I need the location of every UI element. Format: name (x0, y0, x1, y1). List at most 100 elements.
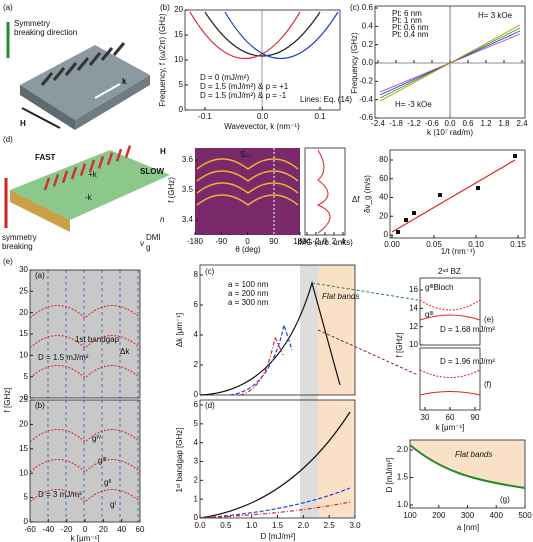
x-tick-label: 400 (490, 511, 504, 520)
point (476, 186, 480, 190)
band (196, 158, 299, 170)
gray-band (300, 265, 318, 518)
x-tick-label: 60 (136, 525, 145, 534)
curve (199, 411, 351, 519)
band-label: gᴵ (110, 500, 116, 509)
y-tick-label: 10 (19, 468, 28, 477)
panel-label: (e) (3, 257, 13, 266)
y-tick-label: 1.5 (397, 473, 409, 482)
text: Δk (120, 347, 130, 356)
panel-label: (d) (205, 401, 215, 410)
x-tick-label: 2 (332, 237, 337, 246)
x-tick-label: 90 (471, 413, 480, 422)
y-tick-label: 5 (179, 80, 184, 89)
y-tick-label: 0 (194, 390, 199, 399)
y-tick-label: 2.0 (397, 445, 409, 454)
y-tick-label: 25 (19, 395, 28, 404)
curve (409, 444, 526, 489)
slab-front (75, 75, 150, 130)
curve (316, 149, 331, 234)
spin-arrow (52, 67, 66, 81)
axis-label: f (GHz) (167, 177, 176, 203)
y-tick-label: -0.2 (359, 76, 373, 85)
y-tick-label: 3.5 (182, 185, 194, 194)
legend-entry: D = 0 (mJ/m²) (200, 73, 249, 82)
y-tick-label: 80 (379, 155, 388, 164)
axis-label: f [GHz] (395, 333, 404, 358)
point (412, 211, 416, 215)
y-tick-label: 20 (19, 308, 28, 317)
x-tick-label: 2.0 (298, 521, 310, 530)
axis-label: k [μm⁻¹] (71, 534, 100, 542)
curve (419, 369, 481, 378)
axis-label: D [mJ/m²] (261, 532, 296, 541)
x-tick-label: 0.00 (384, 240, 400, 249)
k-arrow (94, 83, 121, 99)
spin (115, 148, 123, 162)
panel-label: (c) (205, 267, 215, 276)
panel-label: (c) (350, 3, 360, 12)
curve (391, 159, 516, 233)
note: H= -3 kOe (395, 100, 432, 109)
text: D = 1.68 mJ/m² (440, 325, 495, 334)
text: Δf (352, 195, 360, 204)
x-tick-label: 100 (403, 511, 417, 520)
y-tick-label: 20 (174, 5, 183, 14)
x-tick-label: 0.10 (468, 240, 484, 249)
text: n (160, 215, 165, 224)
spin (52, 174, 60, 187)
text: Symmetry (14, 19, 50, 28)
y-tick-label: 10 (174, 55, 183, 64)
panel-label: (b) (35, 401, 45, 410)
spin (79, 163, 87, 176)
x-tick-label: 1.0 (246, 521, 258, 530)
y-tick-label: 12 (409, 322, 418, 331)
text: D = 1.5 mJ/m² (38, 353, 89, 362)
text: gᴵᴵᴵBloch (425, 283, 453, 292)
text: DMI (146, 233, 161, 242)
x-tick-label: 60 (446, 413, 455, 422)
axis-label: 1ˢᵗ bandgap [GHz] (175, 428, 184, 493)
x-tick-label: 2.5 (324, 521, 336, 530)
spin (70, 166, 78, 180)
band (196, 170, 299, 182)
spin (43, 177, 51, 191)
x-tick-label: 4 (341, 237, 346, 246)
text: Flat bands (322, 292, 359, 301)
y-tick-label: 40 (379, 193, 388, 202)
curve (224, 11, 339, 60)
x-tick-label: 500 (518, 511, 532, 520)
legend-entry: a = 300 nm (228, 298, 269, 307)
flat-region-g (410, 440, 525, 488)
x-tick-label: 0.5 (220, 521, 232, 530)
point (404, 218, 408, 222)
curve (199, 501, 351, 519)
x-tick-label: -2.4 (371, 119, 385, 128)
x-tick-label: 0.05 (426, 240, 442, 249)
panel-label: (a) (35, 271, 45, 280)
heatmap-a (30, 270, 140, 398)
x-tick-label: -0.1 (198, 112, 212, 121)
x-tick-label: -4 (303, 237, 311, 246)
legend-entry: a = 100 nm (228, 280, 269, 289)
spin (97, 156, 105, 169)
x-tick-label: -0.6 (425, 119, 439, 128)
spin-arrow (100, 47, 114, 61)
x-tick-label: 180 (293, 237, 307, 246)
axis-label: δv_g (m/s) (363, 175, 372, 213)
y-tick-label: 0.2 (362, 40, 374, 49)
flat-region-d (318, 400, 355, 518)
text: g (146, 243, 150, 252)
panel-label: (e) (484, 315, 494, 324)
band-label: gᴵⱽ (92, 434, 102, 443)
x-tick-label: 0.15 (510, 240, 526, 249)
text: gᴵᴵᴵ (425, 310, 433, 319)
band (196, 194, 299, 206)
curve (419, 391, 481, 396)
y-tick-label: 20 (379, 211, 388, 220)
legend-entry: D = 1.5 (mJ/m²) & p = -1 (200, 91, 287, 100)
y-tick-label: 2 (194, 360, 199, 369)
x-tick-label: 0.1 (314, 112, 326, 121)
x-tick-label: 300 (461, 511, 475, 520)
